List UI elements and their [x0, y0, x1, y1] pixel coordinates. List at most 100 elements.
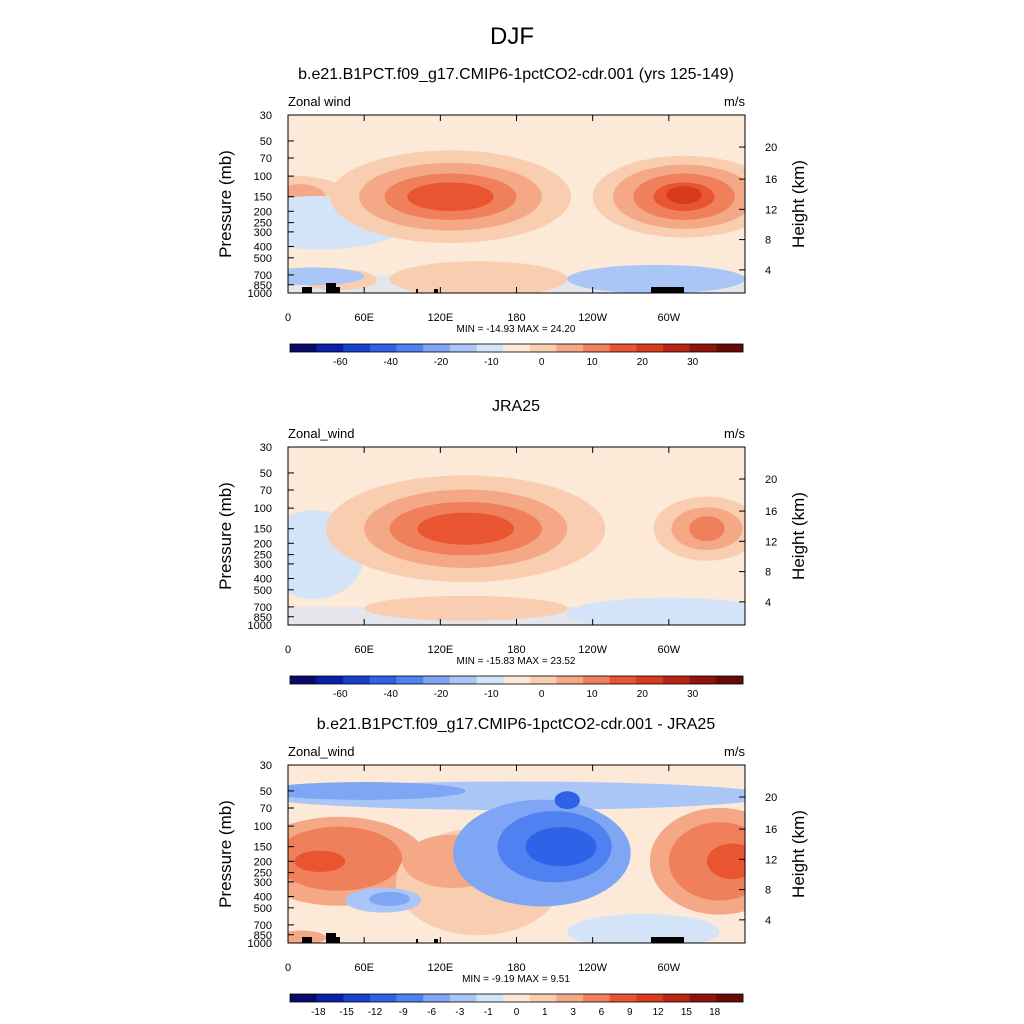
y-tick-label: 700 [254, 602, 272, 614]
colorbar-swatch [609, 676, 637, 684]
topography-block [416, 289, 418, 293]
colorbar-label: 20 [637, 357, 649, 368]
contour-field [288, 115, 745, 293]
colorbar-label: -6 [427, 1007, 436, 1018]
colorbar-label: -40 [383, 689, 398, 700]
colorbar-label: -9 [399, 1007, 408, 1018]
contour-region [288, 930, 327, 943]
y-tick-label: 30 [260, 760, 272, 772]
y2-tick-label: 8 [765, 567, 771, 579]
y-tick-label: 50 [260, 786, 272, 798]
contour-region [689, 516, 725, 542]
y-tick-label: 500 [254, 253, 272, 265]
panel-title: JRA25 [492, 398, 540, 415]
y-tick-label: 300 [254, 559, 272, 571]
y-tick-label: 50 [260, 468, 272, 480]
colorbar-swatch [369, 676, 397, 684]
x-tick-label: 120E [427, 312, 453, 324]
topography-block [332, 937, 340, 943]
colorbar-label: 0 [539, 357, 545, 368]
contour-field [288, 765, 745, 943]
colorbar-swatch [503, 994, 531, 1002]
colorbar-swatch [689, 994, 717, 1002]
y-tick-label: 700 [254, 270, 272, 282]
colorbar-label: -20 [434, 357, 449, 368]
variable-label: Zonal wind [288, 94, 351, 109]
colorbar-swatch [396, 676, 424, 684]
topography-block [434, 289, 438, 293]
units-label: m/s [724, 744, 745, 759]
contour-region [407, 182, 494, 211]
y-tick-label: 1000 [248, 620, 272, 632]
y-tick-label: 400 [254, 573, 272, 585]
contour-region [567, 597, 745, 625]
colorbar-swatch [396, 994, 424, 1002]
colorbar-swatch [663, 676, 691, 684]
y-tick-label: 700 [254, 920, 272, 932]
colorbar-swatch [716, 994, 744, 1002]
x-tick-label: 60W [658, 644, 681, 656]
x-tick-label: 120E [427, 644, 453, 656]
x-tick-label: 0 [285, 962, 291, 974]
colorbar-swatch [476, 676, 504, 684]
colorbar-swatch [369, 994, 397, 1002]
y-axis-title: Pressure (mb) [216, 482, 235, 590]
colorbar-swatch [716, 344, 744, 352]
topography-block [434, 939, 438, 943]
variable-label: Zonal_wind [288, 744, 355, 759]
colorbar-swatch [343, 994, 371, 1002]
colorbar-swatch [716, 676, 744, 684]
colorbar-swatch [556, 676, 584, 684]
topography-block [651, 937, 684, 943]
colorbar-swatch [636, 994, 664, 1002]
y2-axis-title: Height (km) [789, 160, 808, 248]
colorbar-label: 18 [709, 1007, 721, 1018]
colorbar-swatch [423, 676, 451, 684]
x-tick-label: 120E [427, 962, 453, 974]
colorbar-swatch [583, 676, 611, 684]
y2-tick-label: 4 [765, 265, 771, 277]
topography-block [302, 287, 312, 293]
x-tick-label: 60E [354, 962, 374, 974]
colorbar-swatch [663, 994, 691, 1002]
colorbar-swatch [449, 676, 477, 684]
y-tick-label: 400 [254, 891, 272, 903]
y2-tick-label: 8 [765, 885, 771, 897]
y-tick-label: 100 [254, 171, 272, 183]
y2-tick-label: 20 [765, 142, 777, 154]
colorbar-swatch [423, 994, 451, 1002]
y-tick-label: 150 [254, 192, 272, 204]
topography-block [302, 937, 312, 943]
y-axis-title: Pressure (mb) [216, 150, 235, 258]
colorbar-label: 30 [687, 689, 699, 700]
colorbar-label: 3 [570, 1007, 576, 1018]
units-label: m/s [724, 426, 745, 441]
y-tick-label: 150 [254, 842, 272, 854]
colorbar-swatch [503, 676, 531, 684]
colorbar-label: 6 [599, 1007, 605, 1018]
colorbar-label: 20 [637, 689, 649, 700]
colorbar-frame [289, 993, 744, 1003]
colorbar-label: 0 [539, 689, 545, 700]
colorbar-frame [289, 675, 744, 685]
colorbar-label: 9 [627, 1007, 633, 1018]
contour-region [389, 261, 568, 293]
colorbar-swatch [316, 344, 344, 352]
y-tick-label: 200 [254, 538, 272, 550]
colorbar-swatch [316, 994, 344, 1002]
y2-axis-title: Height (km) [789, 492, 808, 580]
y-tick-label: 150 [254, 524, 272, 536]
colorbar-swatch [636, 344, 664, 352]
panels: b.e21.B1PCT.f09_g17.CMIP6-1pctCO2-cdr.00… [216, 66, 808, 1018]
y-tick-label: 70 [260, 485, 272, 497]
y2-tick-label: 16 [765, 824, 777, 836]
y-tick-label: 50 [260, 136, 272, 148]
colorbar-swatch [556, 344, 584, 352]
y2-tick-label: 12 [765, 204, 777, 216]
y-tick-label: 850 [254, 280, 272, 292]
min-max-stats: MIN = -15.83 MAX = 23.52 [457, 656, 576, 667]
y2-tick-label: 12 [765, 854, 777, 866]
x-tick-label: 180 [507, 962, 525, 974]
colorbar-swatch [449, 344, 477, 352]
colorbar-label: -1 [484, 1007, 493, 1018]
